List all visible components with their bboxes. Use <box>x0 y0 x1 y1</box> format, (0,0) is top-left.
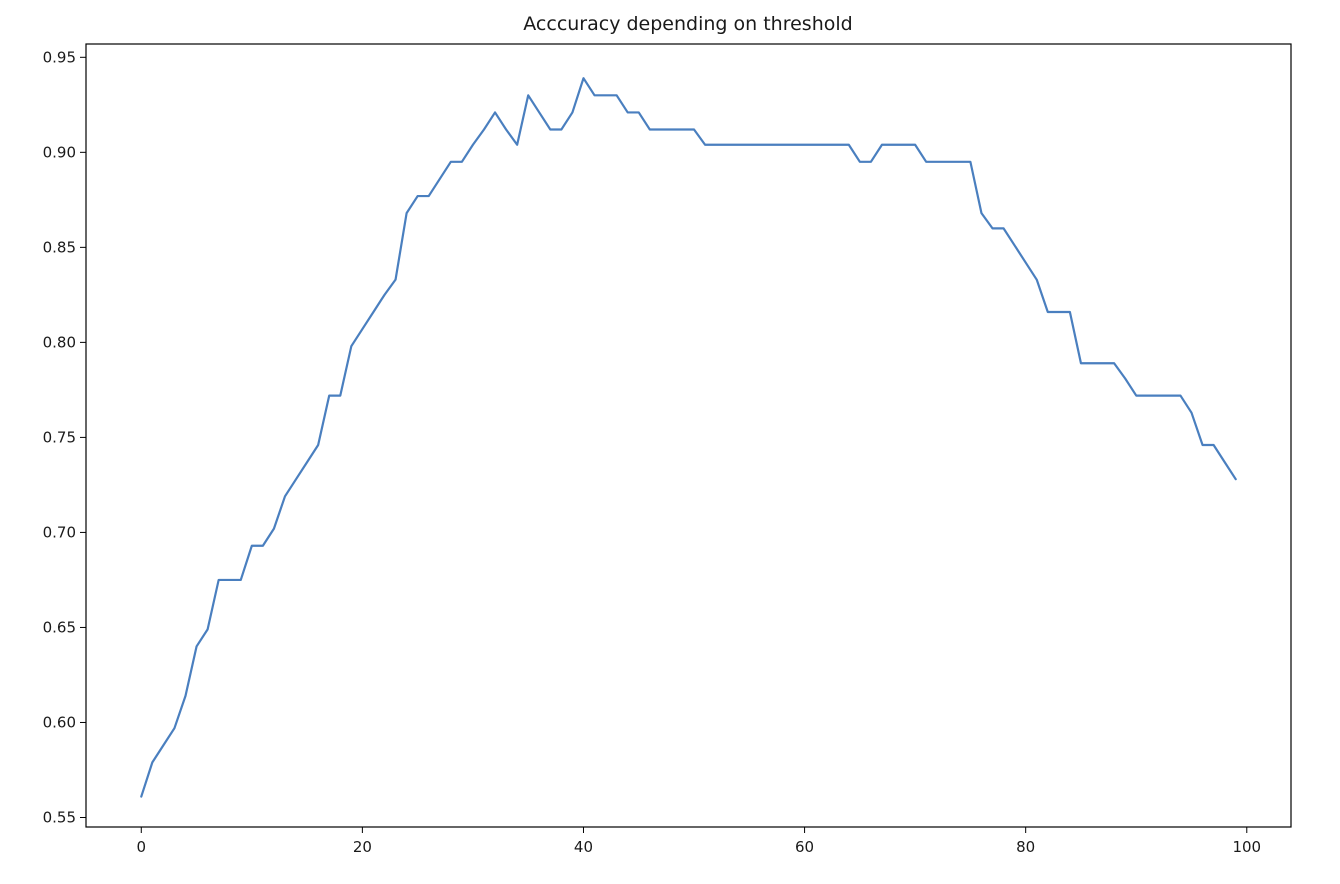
x-tick-label: 40 <box>574 838 593 856</box>
y-tick-label: 0.60 <box>43 713 76 731</box>
y-tick-label: 0.70 <box>43 523 76 541</box>
y-tick-label: 0.80 <box>43 333 76 351</box>
y-tick-label: 0.75 <box>43 428 76 446</box>
y-tick-label: 0.95 <box>43 48 76 66</box>
y-tick-label: 0.65 <box>43 618 76 636</box>
x-tick-label: 80 <box>1016 838 1035 856</box>
x-tick-label: 100 <box>1232 838 1261 856</box>
axes-frame <box>85 43 1292 828</box>
series-line <box>140 77 1237 798</box>
x-tick-label: 20 <box>353 838 372 856</box>
chart-title: Acccuracy depending on threshold <box>523 13 852 35</box>
y-tick-label: 0.55 <box>43 808 76 826</box>
axis-ticks: 0 20 40 60 80 100 0.55 0.60 0.65 0.70 0.75 0.80 0.85… <box>43 48 1262 856</box>
series-layer <box>140 77 1237 798</box>
y-tick-label: 0.90 <box>43 143 76 161</box>
x-tick-label: 60 <box>795 838 814 856</box>
y-tick-label: 0.85 <box>43 238 76 256</box>
x-tick-label: 0 <box>137 838 147 856</box>
